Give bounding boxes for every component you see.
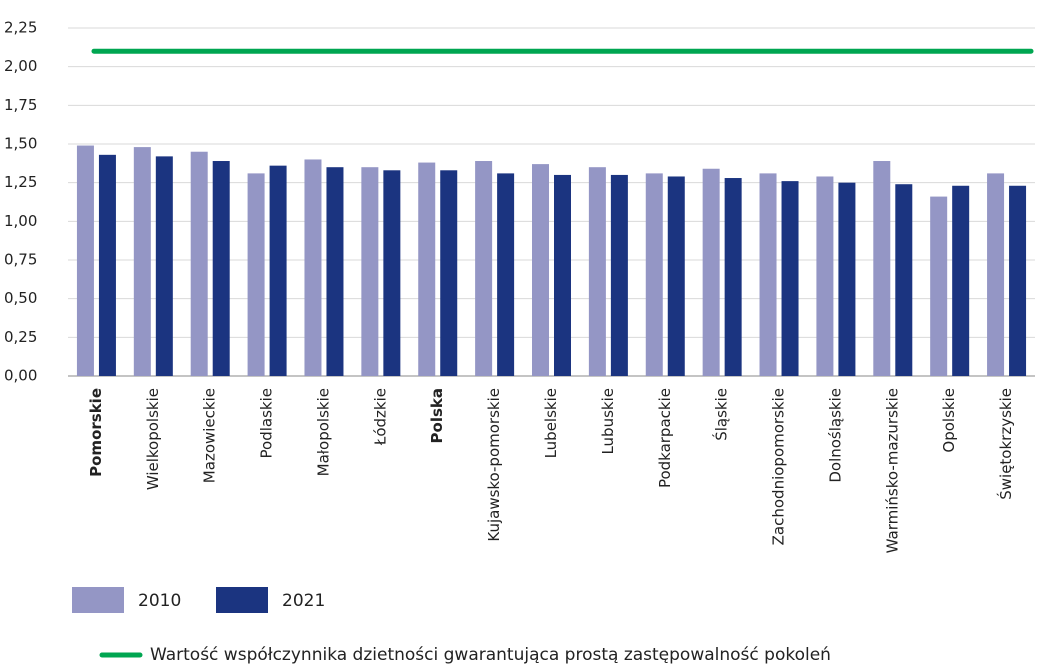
x-tick-label: Lubuskie <box>599 388 617 455</box>
bar <box>667 176 685 376</box>
legend-label: 2010 <box>138 591 181 611</box>
x-tick-label: Lubelskie <box>542 388 560 458</box>
bar <box>497 173 515 376</box>
bar <box>76 145 94 376</box>
y-tick-label: 0,25 <box>4 328 37 346</box>
bar <box>155 156 173 376</box>
x-tick-label: Pomorskie <box>87 388 105 477</box>
x-tick-label: Zachodniopomorskie <box>770 388 788 545</box>
bar <box>304 159 322 376</box>
bar <box>532 164 549 376</box>
bar <box>930 196 948 376</box>
bar <box>361 167 379 376</box>
bar <box>475 161 493 376</box>
bar <box>247 173 265 376</box>
legend-swatch <box>216 587 268 613</box>
bar <box>873 161 891 376</box>
y-tick-label: 2,00 <box>4 57 37 75</box>
legend-label: 2021 <box>282 591 325 611</box>
bar <box>418 162 436 376</box>
bar <box>781 181 799 376</box>
bar <box>98 154 116 376</box>
bar <box>212 161 230 376</box>
bar <box>440 170 458 376</box>
y-tick-label: 1,50 <box>4 135 37 153</box>
x-tick-label: Dolnośląskie <box>826 388 844 483</box>
bar <box>554 174 571 376</box>
y-tick-label: 0,75 <box>4 251 37 269</box>
y-tick-label: 0,50 <box>4 289 37 307</box>
x-tick-label: Kujawsko-pomorskie <box>485 388 503 542</box>
bar <box>838 182 856 376</box>
bar <box>724 178 742 376</box>
legend-swatch <box>72 587 124 613</box>
bar <box>645 173 663 376</box>
y-tick-label: 1,25 <box>4 173 37 191</box>
x-tick-label: Polska <box>428 388 446 443</box>
y-tick-label: 1,00 <box>4 212 37 230</box>
x-tick-label: Łódzkie <box>371 388 389 446</box>
bar <box>816 176 834 376</box>
x-tick-label: Świętokrzyskie <box>996 388 1015 500</box>
legend-label: Wartość współczynnika dzietności gwarant… <box>150 645 831 664</box>
y-tick-label: 1,75 <box>4 96 37 114</box>
bar <box>952 185 970 376</box>
bar <box>133 147 151 376</box>
bar <box>895 184 913 376</box>
x-tick-label: Mazowieckie <box>201 388 219 483</box>
x-tick-label: Małopolskie <box>314 388 332 476</box>
bar <box>588 167 606 376</box>
x-tick-label: Podkarpackie <box>656 388 674 488</box>
x-tick-label: Podlaskie <box>258 388 276 458</box>
bar <box>383 170 401 376</box>
x-tick-label: Warmińsko-mazurskie <box>883 388 901 553</box>
x-tick-label: Wielkopolskie <box>144 388 162 490</box>
x-tick-label: Śląskie <box>712 388 731 441</box>
y-tick-label: 0,00 <box>4 367 37 385</box>
bar <box>1009 185 1027 376</box>
x-tick-label: Opolskie <box>940 388 958 453</box>
bar <box>987 173 1005 376</box>
bar <box>702 168 720 376</box>
bar <box>759 173 777 376</box>
bar <box>269 165 287 376</box>
bar <box>610 174 628 376</box>
bar <box>326 167 344 376</box>
y-tick-label: 2,25 <box>4 19 37 37</box>
bar <box>190 151 208 376</box>
